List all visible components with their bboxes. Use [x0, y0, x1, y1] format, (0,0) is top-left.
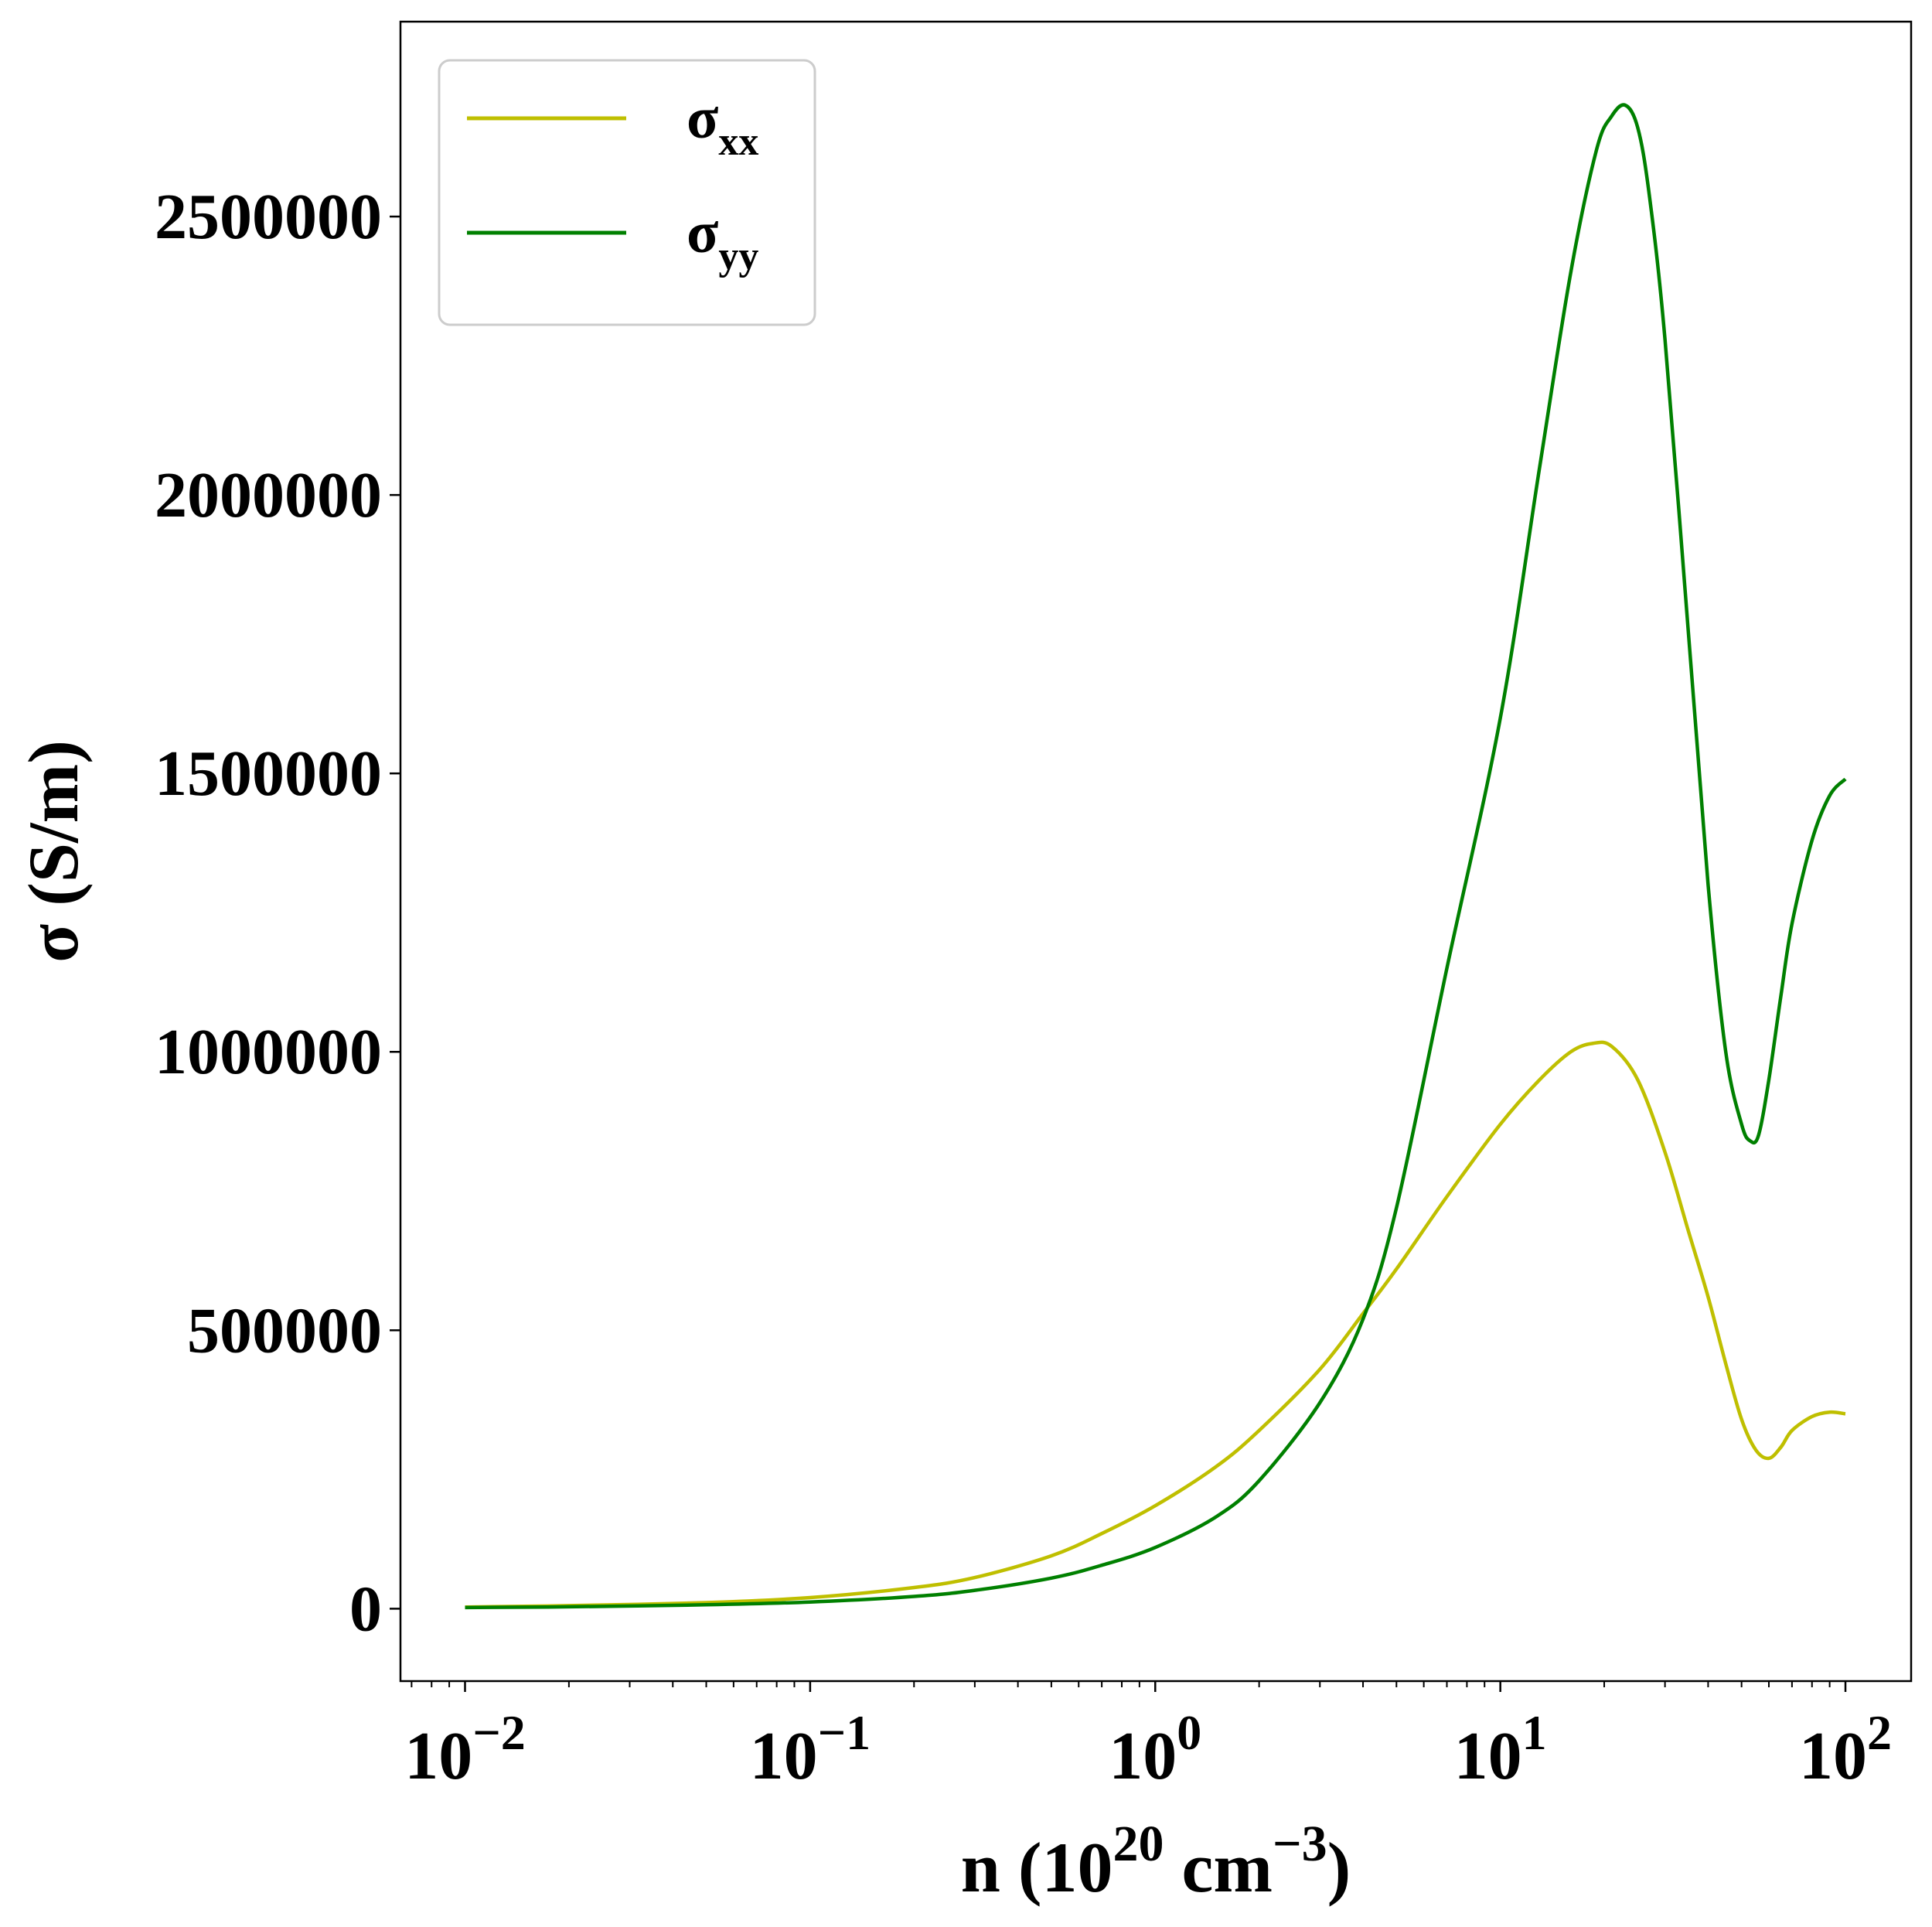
- legend: σxx σyy: [438, 59, 816, 326]
- y-tick-label: 1500000: [155, 738, 382, 810]
- x-axis-label: n (1020 cm−3): [961, 1816, 1351, 1907]
- x-tick-label: 100: [1109, 1705, 1201, 1794]
- x-axis-label-end: ): [1327, 1828, 1351, 1907]
- series-lines: [465, 103, 1847, 1610]
- x-axis-label-exponent-2: −3: [1273, 1816, 1327, 1872]
- y-tick-label: 2500000: [155, 181, 382, 253]
- x-axis: 10−2 10−1 100 101 102: [404, 1681, 1892, 1794]
- x-tick-label: 10−1: [750, 1705, 871, 1794]
- x-tick-label: 101: [1454, 1705, 1547, 1794]
- y-tick-label: 500000: [187, 1294, 382, 1366]
- y-axis: 0 500000 1000000 1500000 2000000 2500000: [155, 181, 400, 1645]
- series-line-xx: [465, 1040, 1846, 1609]
- y-tick-label: 1000000: [155, 1016, 382, 1088]
- x-tick-label: 102: [1799, 1705, 1892, 1794]
- x-axis-label-unit: cm: [1164, 1828, 1273, 1907]
- y-axis-label: σ (S/m): [14, 740, 93, 963]
- y-tick-label: 0: [349, 1573, 382, 1645]
- legend-label-sigma-yy: σyy: [687, 200, 758, 278]
- x-tick-label: 10−2: [404, 1705, 525, 1794]
- y-tick-label: 2000000: [155, 459, 382, 531]
- series-line-yy: [465, 103, 1847, 1610]
- legend-box: [438, 59, 816, 326]
- x-axis-label-main: n (10: [961, 1828, 1113, 1907]
- legend-label-sigma-xx: σxx: [687, 86, 758, 164]
- x-axis-label-exponent-1: 20: [1113, 1816, 1164, 1872]
